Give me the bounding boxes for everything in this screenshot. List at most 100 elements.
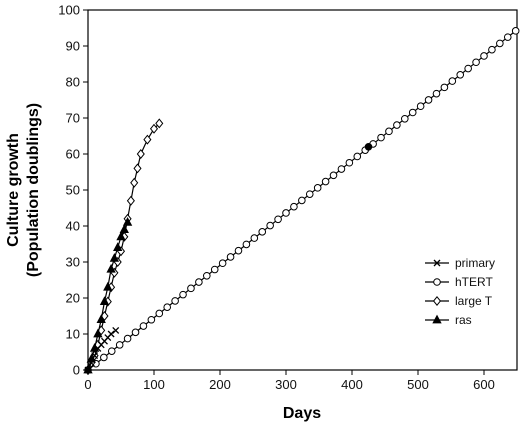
legend-item-htert: hTERT	[425, 275, 493, 289]
axes: 0 10 20 30 40 50 60 70 80 90 100 0 100 200 300 400 500 60…	[58, 3, 518, 392]
data-point-htert	[511, 27, 520, 35]
data-point-ras	[116, 231, 126, 241]
data-point-htert	[290, 202, 298, 211]
data-point-htert	[298, 196, 306, 205]
data-point-htert	[305, 190, 314, 198]
data-point-large-t	[133, 163, 142, 174]
legend-item-primary: primary	[425, 256, 495, 270]
data-point-htert	[488, 45, 496, 54]
data-point-htert	[258, 228, 267, 236]
data-point-htert	[131, 328, 140, 337]
x-tick-label: 300	[275, 377, 297, 392]
data-point-htert	[195, 278, 203, 286]
data-point-htert	[115, 341, 124, 349]
legend-marker-ras	[432, 314, 442, 324]
data-point-htert	[250, 234, 259, 242]
data-point-htert	[408, 108, 417, 117]
y-tick-label: 30	[66, 255, 80, 270]
data-point-htert	[440, 83, 449, 92]
data-point-htert	[218, 259, 227, 268]
data-point-htert	[187, 284, 195, 293]
data-point-htert	[448, 77, 457, 85]
legend-marker-large-t	[432, 296, 442, 306]
y-axis-title-line1: Culture growth	[5, 133, 22, 247]
data-point-large-t	[143, 134, 152, 145]
data-point-htert	[353, 152, 362, 161]
data-point-htert	[337, 165, 346, 173]
data-point-htert	[226, 253, 235, 261]
data-point-htert	[345, 158, 354, 167]
legend-label: hTERT	[455, 275, 493, 289]
data-point-htert	[456, 71, 465, 79]
data-point-ras	[93, 328, 103, 338]
data-point-ras	[119, 224, 129, 234]
y-tick-label: 50	[66, 183, 80, 198]
data-point-htert	[424, 96, 433, 104]
legend: primary hTERT large T ras	[425, 256, 495, 327]
data-point-htert	[242, 240, 251, 249]
data-point-large-t	[149, 123, 159, 134]
data-point-htert	[210, 265, 219, 274]
data-point-ras	[99, 296, 110, 306]
data-point-htert	[472, 58, 480, 67]
data-point-htert	[155, 309, 164, 318]
data-point-ras	[113, 242, 123, 252]
data-point-htert	[480, 52, 488, 60]
x-tick-label: 200	[209, 377, 231, 392]
data-point-htert	[401, 114, 409, 123]
legend-item-ras: ras	[425, 313, 472, 327]
data-point-htert	[385, 127, 393, 136]
data-point-primary	[112, 326, 120, 334]
data-point-htert	[100, 353, 108, 362]
legend-label: large T	[455, 294, 493, 308]
data-point-ras	[106, 263, 116, 273]
data-point-htert	[147, 315, 156, 324]
x-tick-label: 0	[84, 377, 91, 392]
x-axis-title: Days	[283, 405, 321, 422]
data-point-htert	[179, 290, 187, 299]
data-point-ras	[86, 353, 96, 363]
legend-marker-primary	[433, 259, 441, 267]
y-tick-label: 80	[66, 75, 80, 90]
y-tick-label: 10	[66, 327, 80, 342]
y-tick-label: 60	[66, 147, 80, 162]
data-point-htert	[496, 39, 504, 48]
data-point-ras	[96, 314, 106, 324]
data-point-ras	[103, 281, 113, 291]
data-point-htert	[503, 33, 512, 41]
data-point-ras	[89, 343, 100, 352]
plot-frame	[87, 9, 518, 371]
data-point-large-t	[130, 177, 139, 188]
x-tick-label: 600	[473, 377, 495, 392]
legend-marker-htert	[433, 278, 441, 286]
data-point-ras	[122, 217, 133, 226]
data-point-htert	[139, 322, 148, 330]
data-point-htert	[107, 347, 116, 355]
series-htert	[84, 27, 520, 374]
data-point-ras	[83, 364, 93, 374]
series-group	[83, 27, 520, 375]
data-point-htert	[464, 64, 472, 73]
data-point-htert	[203, 271, 211, 280]
data-point-htert	[393, 121, 401, 129]
data-point-htert	[266, 221, 274, 230]
data-point-htert	[416, 102, 425, 111]
y-tick-label: 90	[66, 39, 80, 54]
x-tick-label: 400	[341, 377, 363, 392]
legend-label: ras	[455, 313, 472, 327]
x-tick-label: 500	[407, 377, 429, 392]
data-point-htert	[313, 184, 322, 192]
data-point-htert	[163, 303, 171, 311]
data-point-htert	[171, 297, 179, 305]
data-point-htert	[321, 177, 330, 186]
y-axis-title-line2: (Population doublings)	[25, 103, 42, 277]
data-point-htert	[282, 209, 290, 217]
data-point-htert-filled	[364, 143, 373, 151]
data-point-large-t	[126, 195, 135, 206]
legend-label: primary	[455, 256, 495, 270]
x-tick-label: 100	[143, 377, 165, 392]
data-point-primary	[107, 330, 115, 338]
data-point-htert	[123, 334, 132, 343]
